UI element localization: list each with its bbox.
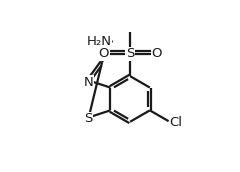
Text: O: O [98, 47, 109, 60]
Text: O: O [151, 47, 162, 60]
Text: S: S [84, 112, 93, 125]
Text: N: N [84, 76, 94, 89]
Text: H₂N: H₂N [86, 35, 111, 48]
Text: Cl: Cl [169, 116, 182, 129]
Text: S: S [126, 47, 134, 60]
